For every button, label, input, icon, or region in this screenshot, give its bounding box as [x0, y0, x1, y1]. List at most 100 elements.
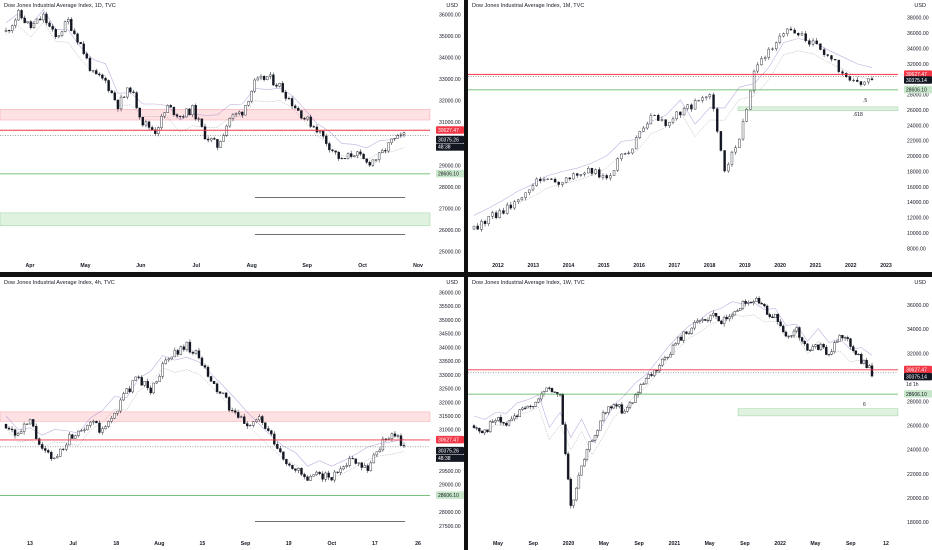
candle-body [249, 425, 252, 427]
y-tick-label: 22000.00 [907, 139, 929, 145]
candle-body [284, 91, 288, 99]
candle-body [768, 314, 772, 317]
moving-average-line [5, 9, 405, 149]
candle-body [529, 405, 532, 407]
candle-body [727, 164, 730, 172]
candle-body [250, 91, 253, 102]
candle-body [693, 322, 696, 329]
candle-body [351, 458, 354, 460]
y-tick-label: 34000.00 [907, 46, 929, 52]
chart-area[interactable]: 36000.00 35000.00 34000.00 33000.00 32000.00… [0, 0, 464, 272]
candle-body [161, 363, 164, 377]
candle-body [646, 123, 649, 129]
candle-body [545, 387, 548, 392]
candle-body [354, 458, 357, 464]
x-tick-label: 2023 [880, 263, 892, 269]
candle-body [741, 301, 745, 309]
panel-bottom-right[interactable]: Dow Jones Industrial Average Index, 1W, … [468, 277, 932, 550]
candle-body [185, 108, 188, 118]
candle-body [472, 225, 476, 230]
candle-body [725, 317, 728, 320]
candle-body [191, 351, 195, 354]
candle-body [798, 327, 801, 338]
candle-body [140, 377, 143, 386]
candle-body [28, 419, 32, 425]
candle-body [279, 448, 282, 453]
panel-bottom-left[interactable]: Dow Jones Industrial Average Index, 4h, … [0, 277, 464, 550]
candle-body [792, 330, 796, 336]
candle-body [17, 10, 20, 21]
candle-body [502, 422, 505, 424]
x-tick-label: 2017 [669, 263, 681, 269]
candle-body [843, 337, 847, 339]
candle-body [528, 189, 531, 193]
candle-body [215, 383, 219, 393]
candle-body [23, 17, 26, 24]
candle-body [752, 301, 755, 304]
candle-body [779, 321, 782, 327]
support-price-tag: 28606.10 [438, 172, 459, 178]
candle-body [736, 310, 739, 312]
chart-title: Dow Jones Industrial Average Index, 1M, … [472, 3, 585, 9]
chart-area[interactable]: 36000.00 35500.00 35000.00 34500.00 34000.00… [0, 277, 464, 550]
candle-body [569, 479, 573, 506]
candle-body [819, 43, 822, 50]
moving-average-line [473, 50, 873, 228]
candle-body [498, 210, 501, 218]
candle-body [272, 74, 275, 86]
candle-body [303, 118, 306, 120]
candle-body [716, 108, 719, 132]
candle-body [833, 59, 837, 61]
chart-area[interactable]: 38000.00 36000.00 34000.00 32000.00 30375.14… [468, 0, 932, 272]
candle-body [800, 337, 804, 342]
candle-body [10, 428, 14, 431]
candle-body [222, 135, 225, 142]
candle-body [784, 331, 788, 337]
candle-body [623, 411, 626, 414]
candle-body [642, 383, 645, 385]
candle-body [505, 423, 508, 426]
candle-body [513, 415, 516, 420]
support-price-tag: 28606.10 [438, 493, 459, 499]
candle-body [170, 356, 174, 360]
x-tick-label: Jun [136, 263, 145, 269]
x-tick-label: 2014 [563, 263, 575, 269]
candle-body [333, 471, 336, 481]
candle-body [797, 33, 800, 36]
candle-body [572, 499, 575, 506]
candle-body [230, 410, 234, 412]
candle-body [666, 356, 669, 358]
candle-body [478, 428, 481, 432]
candle-body [160, 115, 163, 128]
chart-area[interactable]: 36000.00 34000.00 32000.00 30375.14 28000.00… [468, 277, 932, 550]
candle-body [487, 216, 490, 224]
candle-body [865, 359, 868, 369]
panel-top-left[interactable]: Dow Jones Industrial Average Index, 1D, … [0, 0, 464, 272]
candle-body [79, 42, 82, 45]
panel-top-right[interactable]: Dow Jones Industrial Average Index, 1M, … [468, 0, 932, 272]
candle-body [119, 399, 122, 412]
x-tick-label: 2013 [527, 263, 539, 269]
candle-body [583, 459, 586, 467]
candle-body [649, 115, 653, 125]
candle-body [579, 174, 583, 176]
chart-title: Dow Jones Industrial Average Index, 1D, … [4, 3, 116, 9]
candle-body [601, 175, 605, 178]
candle-body [738, 138, 741, 148]
candle-body [182, 116, 185, 118]
support-price-tag-bg [904, 390, 932, 398]
zone-rect [737, 408, 899, 417]
candle-body [856, 79, 859, 82]
candle-body [682, 331, 685, 341]
candle-body [337, 151, 340, 159]
candle-body [57, 35, 61, 38]
candle-body [104, 426, 107, 429]
y-tick-label: 28000.00 [907, 399, 929, 405]
candle-body [149, 387, 152, 394]
candle-body [113, 92, 117, 101]
candle-body [239, 416, 243, 418]
candle-body [476, 225, 479, 230]
candle-body [808, 40, 811, 45]
candle-body [363, 465, 367, 468]
candle-body [315, 126, 319, 133]
